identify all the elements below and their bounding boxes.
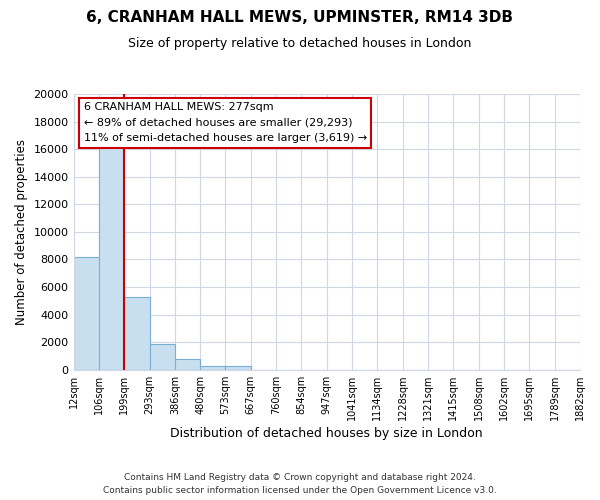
Bar: [124, 296, 149, 370]
Y-axis label: Number of detached properties: Number of detached properties: [15, 139, 28, 325]
Bar: [226, 366, 251, 370]
Bar: [175, 358, 200, 370]
X-axis label: Distribution of detached houses by size in London: Distribution of detached houses by size …: [170, 427, 483, 440]
Bar: [149, 344, 175, 370]
Text: 6, CRANHAM HALL MEWS, UPMINSTER, RM14 3DB: 6, CRANHAM HALL MEWS, UPMINSTER, RM14 3D…: [86, 10, 514, 25]
Text: 6 CRANHAM HALL MEWS: 277sqm
← 89% of detached houses are smaller (29,293)
11% of: 6 CRANHAM HALL MEWS: 277sqm ← 89% of det…: [83, 102, 367, 144]
Text: Size of property relative to detached houses in London: Size of property relative to detached ho…: [128, 38, 472, 51]
Bar: [200, 366, 226, 370]
Text: Contains HM Land Registry data © Crown copyright and database right 2024.
Contai: Contains HM Land Registry data © Crown c…: [103, 474, 497, 495]
Bar: [74, 256, 99, 370]
Bar: [99, 142, 124, 370]
